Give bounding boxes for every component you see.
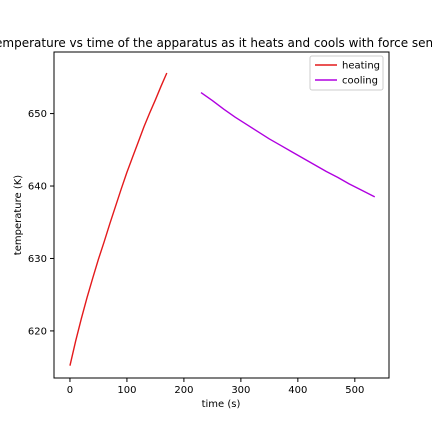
x-axis: 0 100 200 300 400 500 — [67, 378, 364, 396]
legend-label-heating: heating — [342, 61, 380, 72]
series-layer — [69, 72, 376, 366]
plot-area — [53, 51, 390, 379]
legend-label-cooling: cooling — [342, 76, 378, 87]
x-tick-label: 300 — [231, 385, 250, 396]
x-tick-label: 0 — [67, 385, 73, 396]
y-axis: 620 630 640 650 — [28, 109, 54, 337]
chart-title: temperature vs time of the apparatus as … — [0, 36, 432, 50]
legend: heating cooling — [309, 55, 384, 91]
y-tick-label: 640 — [28, 182, 47, 193]
x-axis-label: time (s) — [202, 399, 241, 410]
y-tick-label: 650 — [28, 109, 47, 120]
series-line-cooling — [200, 91, 376, 198]
plot-frame — [53, 51, 390, 379]
x-tick-label: 200 — [174, 385, 193, 396]
x-tick-label: 500 — [345, 385, 364, 396]
series-line-heating — [69, 72, 168, 366]
y-axis-label: temperature (K) — [13, 175, 24, 255]
x-tick-label: 100 — [117, 385, 136, 396]
y-tick-label: 620 — [28, 326, 47, 337]
y-tick-label: 630 — [28, 254, 47, 265]
x-tick-label: 400 — [288, 385, 307, 396]
